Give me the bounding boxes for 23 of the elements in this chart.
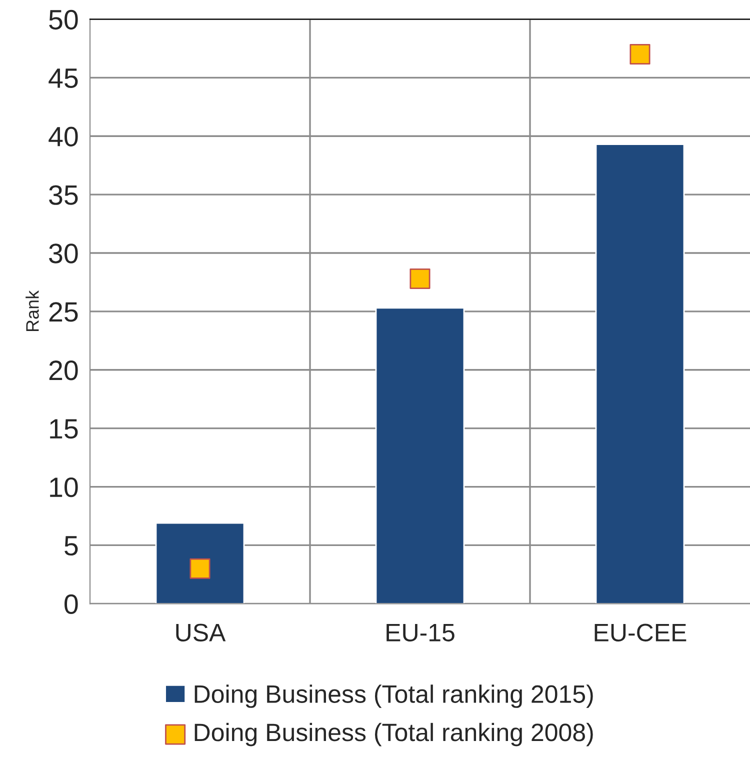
y-tick-label: 30 [49, 244, 78, 264]
bar [155, 522, 245, 604]
point [190, 558, 210, 579]
y-tick-label: 40 [48, 126, 78, 146]
x-tick-label: EU-CEE [594, 624, 686, 642]
y-axis-title: Rank [26, 290, 39, 332]
y-tick-label: 5 [64, 536, 78, 556]
y-tick-label: 50 [49, 10, 78, 30]
y-tick-label: 20 [49, 360, 78, 380]
x-tick-label: USA [176, 624, 226, 642]
bar [595, 144, 685, 604]
x-tick-label: EU-15 [386, 624, 454, 642]
bar [375, 307, 465, 604]
legend-label: Doing Business (Total ranking 2008) [194, 722, 593, 746]
y-tick-label: 25 [49, 302, 78, 322]
y-tick-label: 10 [50, 477, 78, 498]
y-tick-label: 45 [48, 68, 78, 88]
y-tick-label: 15 [50, 419, 78, 439]
y-tick-label: 0 [64, 594, 78, 614]
point [410, 268, 430, 289]
point [630, 44, 650, 65]
y-tick-label: 35 [49, 185, 78, 205]
legend-label: Doing Business (Total ranking 2015) [194, 684, 593, 708]
